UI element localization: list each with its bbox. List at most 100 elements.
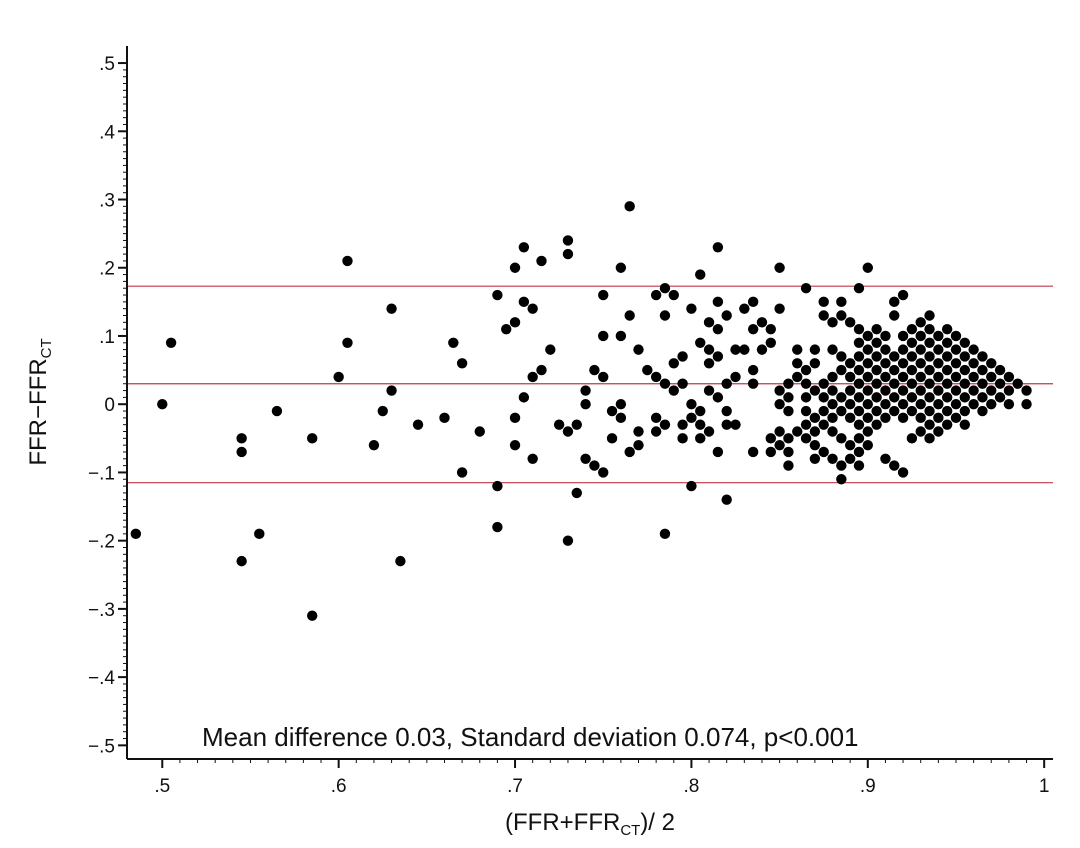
data-point xyxy=(950,330,962,342)
data-point xyxy=(986,399,997,410)
data-point xyxy=(827,453,838,464)
data-point xyxy=(844,453,856,464)
data-point xyxy=(915,358,926,369)
data-point xyxy=(897,467,909,478)
data-point xyxy=(915,412,926,424)
data-point xyxy=(774,439,785,451)
data-point xyxy=(915,317,926,328)
data-point xyxy=(615,262,627,273)
data-point xyxy=(968,358,979,369)
data-point xyxy=(853,378,865,389)
data-point xyxy=(924,364,935,376)
data-point xyxy=(677,351,688,362)
data-point xyxy=(1003,385,1015,396)
data-point xyxy=(633,344,644,355)
data-point xyxy=(765,337,776,348)
data-point xyxy=(853,433,865,444)
data-point xyxy=(880,385,891,396)
data-point xyxy=(774,303,785,314)
data-point xyxy=(906,405,918,417)
data-point xyxy=(862,262,873,273)
data-point xyxy=(889,460,900,471)
data-point xyxy=(492,521,503,533)
data-point xyxy=(633,426,644,437)
data-point xyxy=(783,446,794,458)
data-point xyxy=(862,358,873,369)
data-point xyxy=(933,330,944,342)
data-point xyxy=(897,412,909,424)
data-point xyxy=(747,378,759,389)
x-axis-title-main: (FFR+FFR xyxy=(505,809,620,836)
data-point xyxy=(853,460,865,471)
data-point xyxy=(412,419,424,430)
data-point xyxy=(836,351,847,362)
data-point xyxy=(941,323,953,335)
data-point xyxy=(818,296,829,308)
data-point xyxy=(853,419,865,430)
data-point xyxy=(897,289,909,301)
data-point xyxy=(889,351,900,362)
data-point xyxy=(703,385,715,396)
data-point xyxy=(695,419,706,430)
data-point xyxy=(650,371,662,383)
data-point xyxy=(695,337,706,348)
data-point xyxy=(853,351,865,362)
data-point xyxy=(968,344,979,355)
data-point xyxy=(959,378,971,389)
x-axis-ticks: .5 .6 .7 .8 .9 1 xyxy=(154,759,1049,797)
data-point xyxy=(809,358,821,369)
data-point xyxy=(933,426,944,437)
data-point xyxy=(880,344,891,355)
data-point xyxy=(783,460,794,471)
data-point xyxy=(615,412,627,424)
data-point xyxy=(659,378,671,389)
data-point xyxy=(800,364,812,376)
data-point xyxy=(853,364,865,376)
data-point xyxy=(792,371,803,383)
data-point xyxy=(915,385,926,396)
y-tick-label: .2 xyxy=(99,259,115,280)
data-point xyxy=(1021,385,1032,396)
data-point xyxy=(774,426,785,437)
data-point xyxy=(844,358,856,369)
data-point xyxy=(836,474,847,485)
data-point xyxy=(712,446,724,458)
data-point xyxy=(553,419,565,430)
data-point xyxy=(677,433,688,444)
data-point xyxy=(862,399,873,410)
data-point xyxy=(1012,378,1023,389)
data-point xyxy=(880,330,891,342)
data-point xyxy=(933,399,944,410)
data-point xyxy=(853,283,865,294)
data-point xyxy=(889,310,900,321)
data-point xyxy=(695,433,706,444)
data-point xyxy=(527,371,538,383)
data-point xyxy=(721,419,732,430)
data-point xyxy=(853,405,865,417)
data-point xyxy=(730,371,741,383)
data-point xyxy=(924,323,935,335)
data-point xyxy=(906,337,918,348)
statistics-annotation: Mean difference 0.03, Standard deviation… xyxy=(202,722,859,752)
data-point xyxy=(986,358,997,369)
data-point xyxy=(880,358,891,369)
axes xyxy=(126,46,1053,760)
data-point xyxy=(509,439,521,451)
data-point xyxy=(897,371,909,383)
data-point xyxy=(924,392,935,403)
data-points xyxy=(130,201,1032,621)
data-point xyxy=(809,426,821,437)
data-point xyxy=(501,323,512,335)
data-point xyxy=(739,344,750,355)
data-point xyxy=(827,426,838,437)
data-point xyxy=(474,426,485,437)
data-point xyxy=(827,317,838,328)
data-point xyxy=(977,364,988,376)
data-point xyxy=(862,439,873,451)
y-tick-label: −.4 xyxy=(88,668,115,689)
data-point xyxy=(941,405,953,417)
data-point xyxy=(906,364,918,376)
data-point xyxy=(906,378,918,389)
data-point xyxy=(254,528,265,540)
